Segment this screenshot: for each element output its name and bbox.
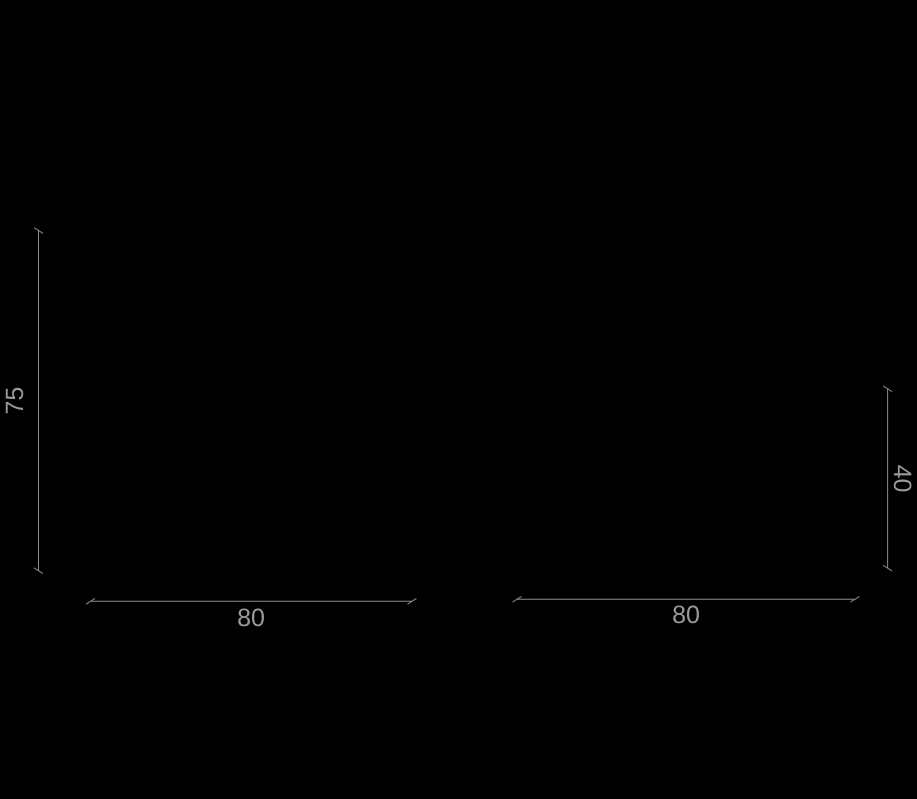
svg-text:80: 80	[237, 604, 265, 632]
svg-text:40: 40	[888, 465, 916, 493]
svg-text:75: 75	[1, 387, 29, 415]
svg-text:80: 80	[672, 601, 700, 629]
